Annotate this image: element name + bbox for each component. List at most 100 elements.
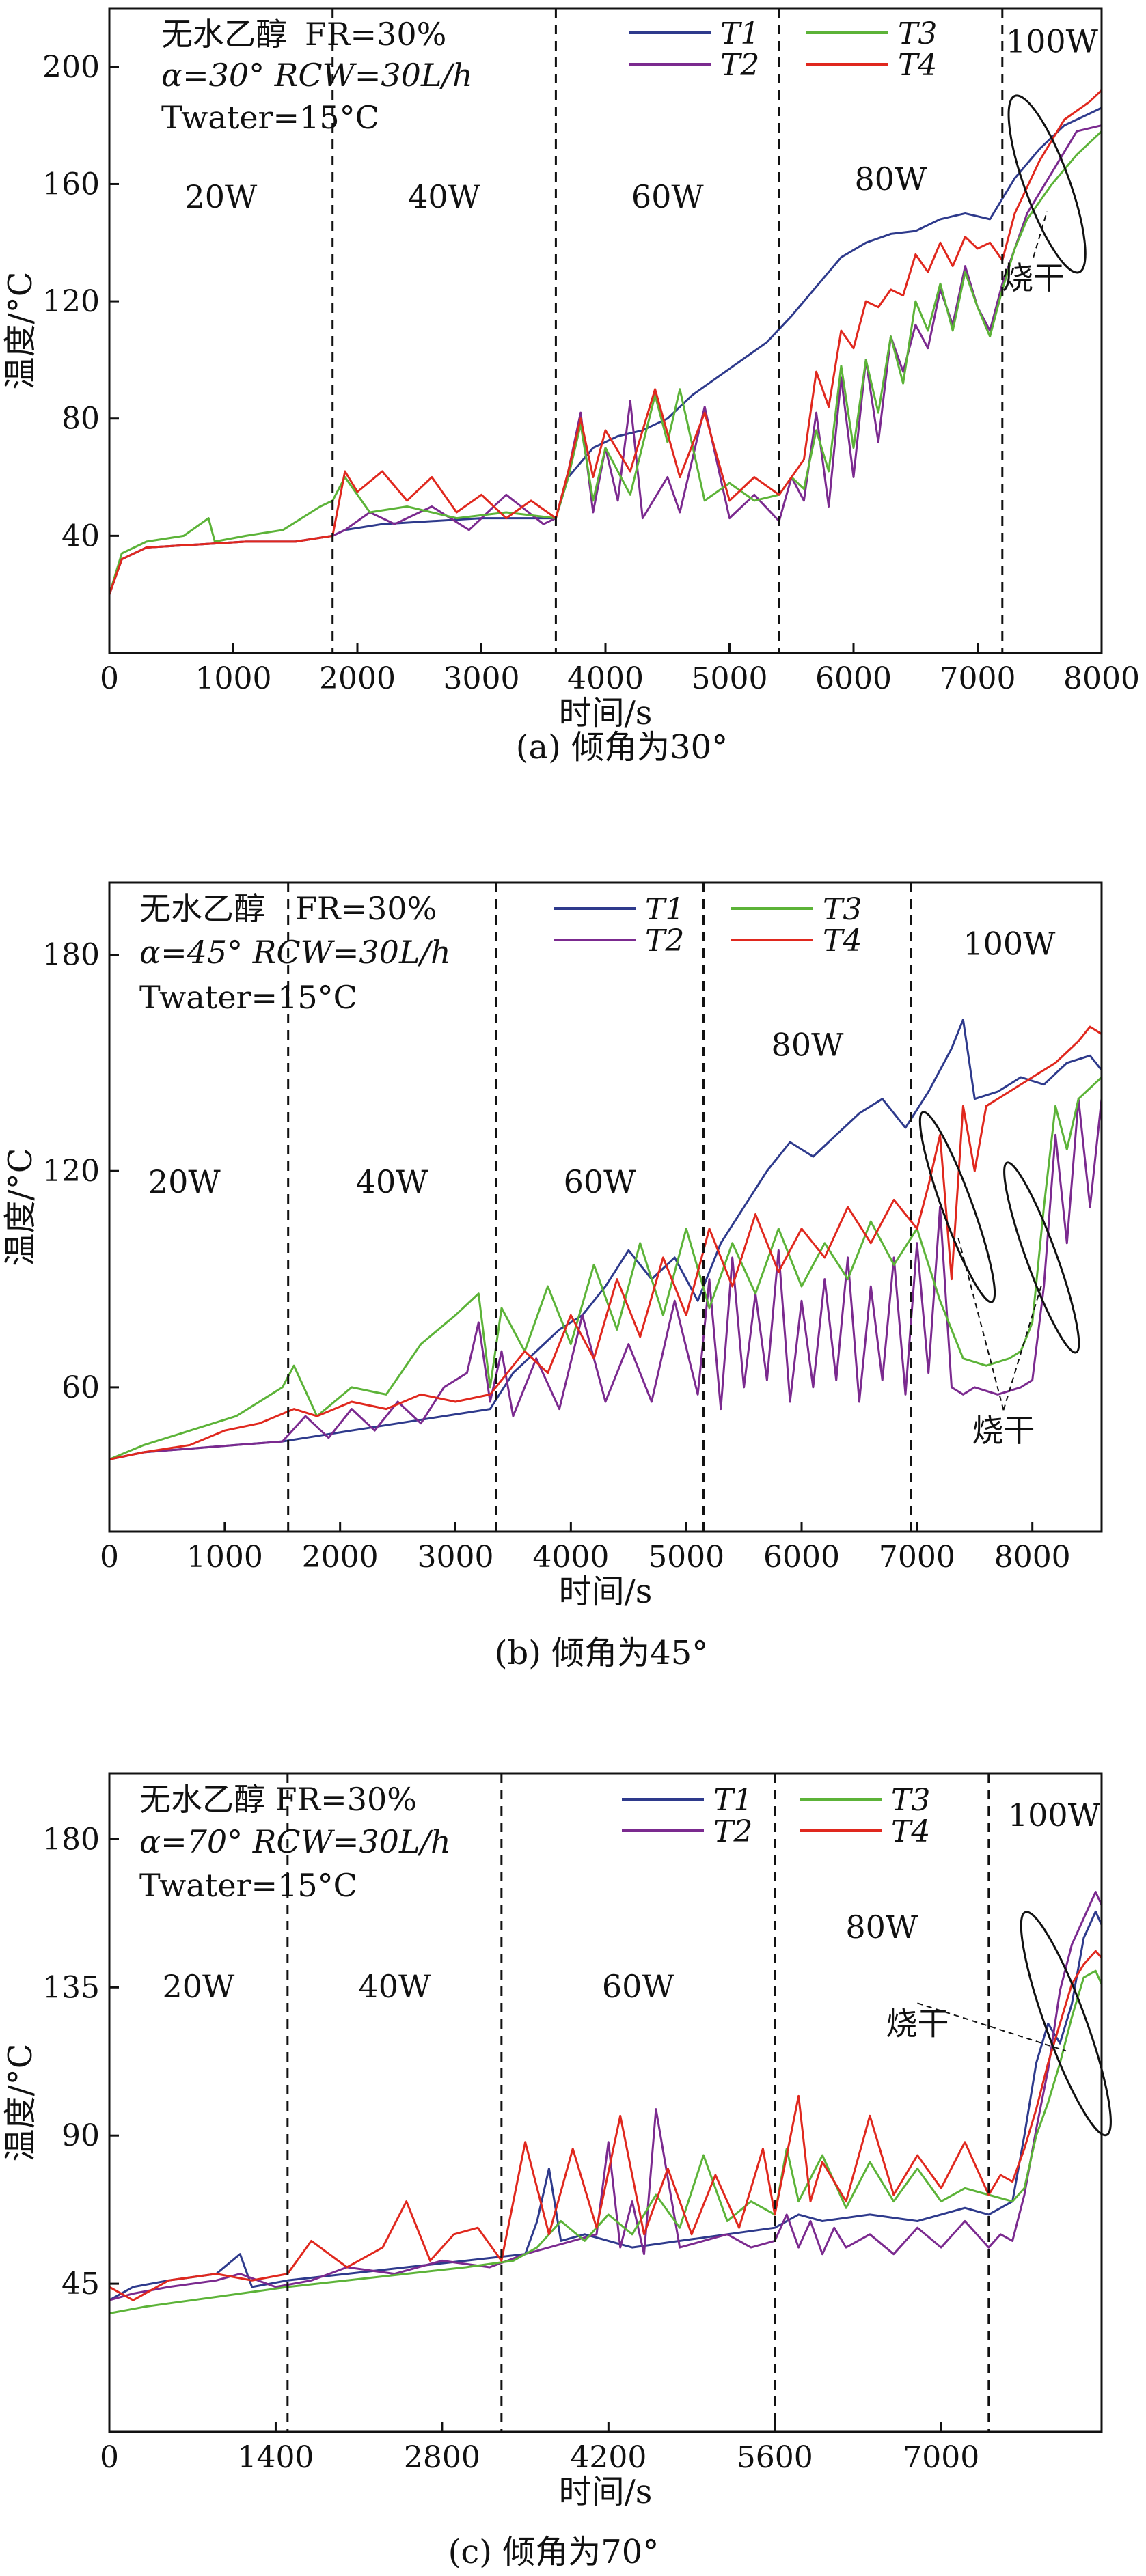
panel-a-plot: 0 1000 2000 3000 4000 5000 6000 7000 8000 40 80 120… [1, 7, 1140, 732]
panel-a-xtick-label: 6000 [815, 661, 892, 696]
panel-a-power-label: 100W [1006, 23, 1099, 59]
panel-b-legend-label-t4: T4 [823, 924, 862, 958]
panel-c-xtick-label: 5600 [737, 2440, 813, 2475]
panel-c-dryout-label: 烧干 [886, 2005, 949, 2042]
panel-c-angle-rcw: α=70° RCW=30L/h [139, 1823, 451, 1860]
panel-a-xtick-label: 0 [100, 661, 119, 696]
panel-a-series-t1 [108, 107, 1102, 595]
panel-c-twater: Twater=15°C [139, 1867, 357, 1904]
panel-a-series-t3 [108, 130, 1103, 595]
panel-c-ylabel: 温度/°C [1, 2044, 40, 2162]
panel-c-legend-label-t4: T4 [891, 1814, 930, 1849]
panel-b-xtick-label: 4000 [532, 1540, 609, 1575]
panel-a-series-t4 [108, 89, 1103, 595]
panel-a-legend-label-t2: T2 [720, 48, 759, 83]
panel-c-power-label: 40W [358, 1968, 431, 2005]
panel-b-legend-label-t2: T2 [645, 924, 684, 958]
panel-a-info: 无水乙醇 FR=30% α=30° RCW=30L/h Twater=15°C [161, 16, 473, 136]
panel-c-power-label: 60W [602, 1968, 675, 2005]
panel-c-xtick-label: 2800 [404, 2440, 480, 2475]
panel-b-xlabel: 时间/s [559, 1573, 653, 1611]
panel-b-series-t3 [109, 1076, 1103, 1460]
panel-c-series-t3 [109, 1969, 1103, 2314]
panel-a-xtick-label: 5000 [692, 661, 768, 696]
panel-a-power-label: 20W [185, 178, 258, 215]
panel-b-axes-frame [108, 881, 1103, 1533]
panel-a-twater: Twater=15°C [161, 99, 379, 136]
panel-b-xtick-label: 8000 [994, 1540, 1071, 1575]
panel-c-legend-label-t3: T3 [891, 1783, 930, 1818]
panel-b-fluid: 无水乙醇 [139, 890, 265, 927]
panel-c-series-t2 [109, 1891, 1103, 2301]
panel-b-fr: FR=30% [295, 890, 437, 927]
panel-c-xtick-label: 1400 [237, 2440, 314, 2475]
panel-b-xtick-label: 5000 [648, 1540, 724, 1575]
panel-c-legend-label-t1: T1 [713, 1783, 752, 1818]
panel-a-dryout-ellipse [1007, 94, 1087, 274]
panel-a-ytick-label: 200 [42, 50, 100, 85]
panel-c-xtick-label: 0 [100, 2440, 119, 2475]
panel-b-xtick-label: 6000 [763, 1540, 840, 1575]
panel-c-ytick-label: 135 [42, 1970, 100, 2005]
panel-b-ytick-label: 120 [42, 1154, 100, 1189]
panel-b-dryout-ellipse [918, 1111, 996, 1303]
panel-b-xtick-label: 2000 [302, 1540, 379, 1575]
panel-c-dryout-leader [917, 2002, 1067, 2052]
panel-b-legend-label-t1: T1 [645, 892, 684, 927]
panel-b-xtick-label: 3000 [418, 1540, 494, 1575]
panel-a-ytick-label: 120 [42, 284, 100, 319]
panel-a-fluid: 无水乙醇 [161, 16, 287, 53]
panel-c-plot: 0 1400 2800 4200 5600 7000 45 90 135 180 时间/s 温度/°C… [1, 1772, 1112, 2511]
panel-a-power-label: 80W [855, 161, 928, 197]
panel-b-dryout-ellipse [1003, 1161, 1080, 1354]
panel-a-angle-rcw: α=30° RCW=30L/h [161, 57, 473, 94]
panel-b-caption: (b) 倾角为45° [495, 1634, 709, 1672]
panel-a-xtick-label: 3000 [444, 661, 520, 696]
panel-a-ytick-label: 40 [62, 518, 100, 553]
panel-b-legend-label-t3: T3 [823, 892, 862, 927]
panel-a-legend-label-t3: T3 [898, 16, 937, 51]
panel-b-info: 无水乙醇 FR=30% α=45° RCW=30L/h Twater=15°C [139, 890, 451, 1016]
panel-b-xtick-label: 7000 [879, 1540, 955, 1575]
panel-a-xtick-label: 2000 [319, 661, 396, 696]
panel-b-dryout-label: 烧干 [972, 1412, 1035, 1449]
panel-c-power-label: 100W [1008, 1797, 1101, 1833]
panel-c-xlabel: 时间/s [559, 2473, 653, 2511]
panel-c-power-label: 80W [845, 1909, 918, 1945]
panel-b: 0 1000 2000 3000 4000 5000 6000 7000 8000 60 120 18… [1, 881, 1103, 1672]
panel-b-angle-rcw: α=45° RCW=30L/h [139, 934, 451, 971]
panel-b-power-label: 40W [356, 1163, 429, 1200]
panel-a-series [108, 89, 1103, 595]
panel-a-legend-label-t4: T4 [898, 48, 937, 83]
panel-b-power-label: 80W [772, 1026, 845, 1063]
panel-c-xtick-label: 7000 [903, 2440, 979, 2475]
panel-c: 0 1400 2800 4200 5600 7000 45 90 135 180 时间/s 温度/°C… [1, 1772, 1112, 2571]
panel-a-dryout-leader [1033, 211, 1048, 258]
panel-a-xlabel: 时间/s [559, 694, 653, 732]
panel-b-series-t4 [109, 1025, 1102, 1460]
panel-c-ytick-label: 180 [42, 1822, 100, 1857]
panel-a: 0 1000 2000 3000 4000 5000 6000 7000 8000 40 80 120… [1, 7, 1140, 766]
panel-c-ytick-label: 45 [62, 2267, 100, 2301]
panel-b-power-label: 60W [564, 1163, 637, 1200]
panel-a-xtick-label: 8000 [1063, 661, 1140, 696]
panel-c-power-label: 20W [163, 1968, 236, 2005]
panel-a-xtick-label: 4000 [567, 661, 644, 696]
panel-c-axes-frame [108, 1772, 1103, 2433]
panel-b-plot: 0 1000 2000 3000 4000 5000 6000 7000 8000 60 120 18… [1, 881, 1103, 1611]
panel-b-power-label: 100W [963, 926, 1056, 962]
panel-c-series [109, 1891, 1103, 2314]
panel-a-xtick-label: 1000 [195, 661, 272, 696]
panel-a-dryout-label: 烧干 [1002, 260, 1065, 296]
panel-c-fluid: 无水乙醇 FR=30% [139, 1781, 417, 1818]
panel-b-ylabel: 温度/°C [1, 1148, 40, 1266]
panel-a-ylabel: 温度/°C [1, 272, 40, 390]
panel-a-ytick-label: 160 [42, 167, 100, 202]
panel-b-xtick-label: 0 [100, 1540, 119, 1575]
panel-a-legend-label-t1: T1 [720, 16, 759, 51]
panel-b-series-t1 [109, 1019, 1103, 1460]
panel-a-power-label: 60W [631, 178, 705, 215]
panel-b-ytick-label: 180 [42, 938, 100, 973]
